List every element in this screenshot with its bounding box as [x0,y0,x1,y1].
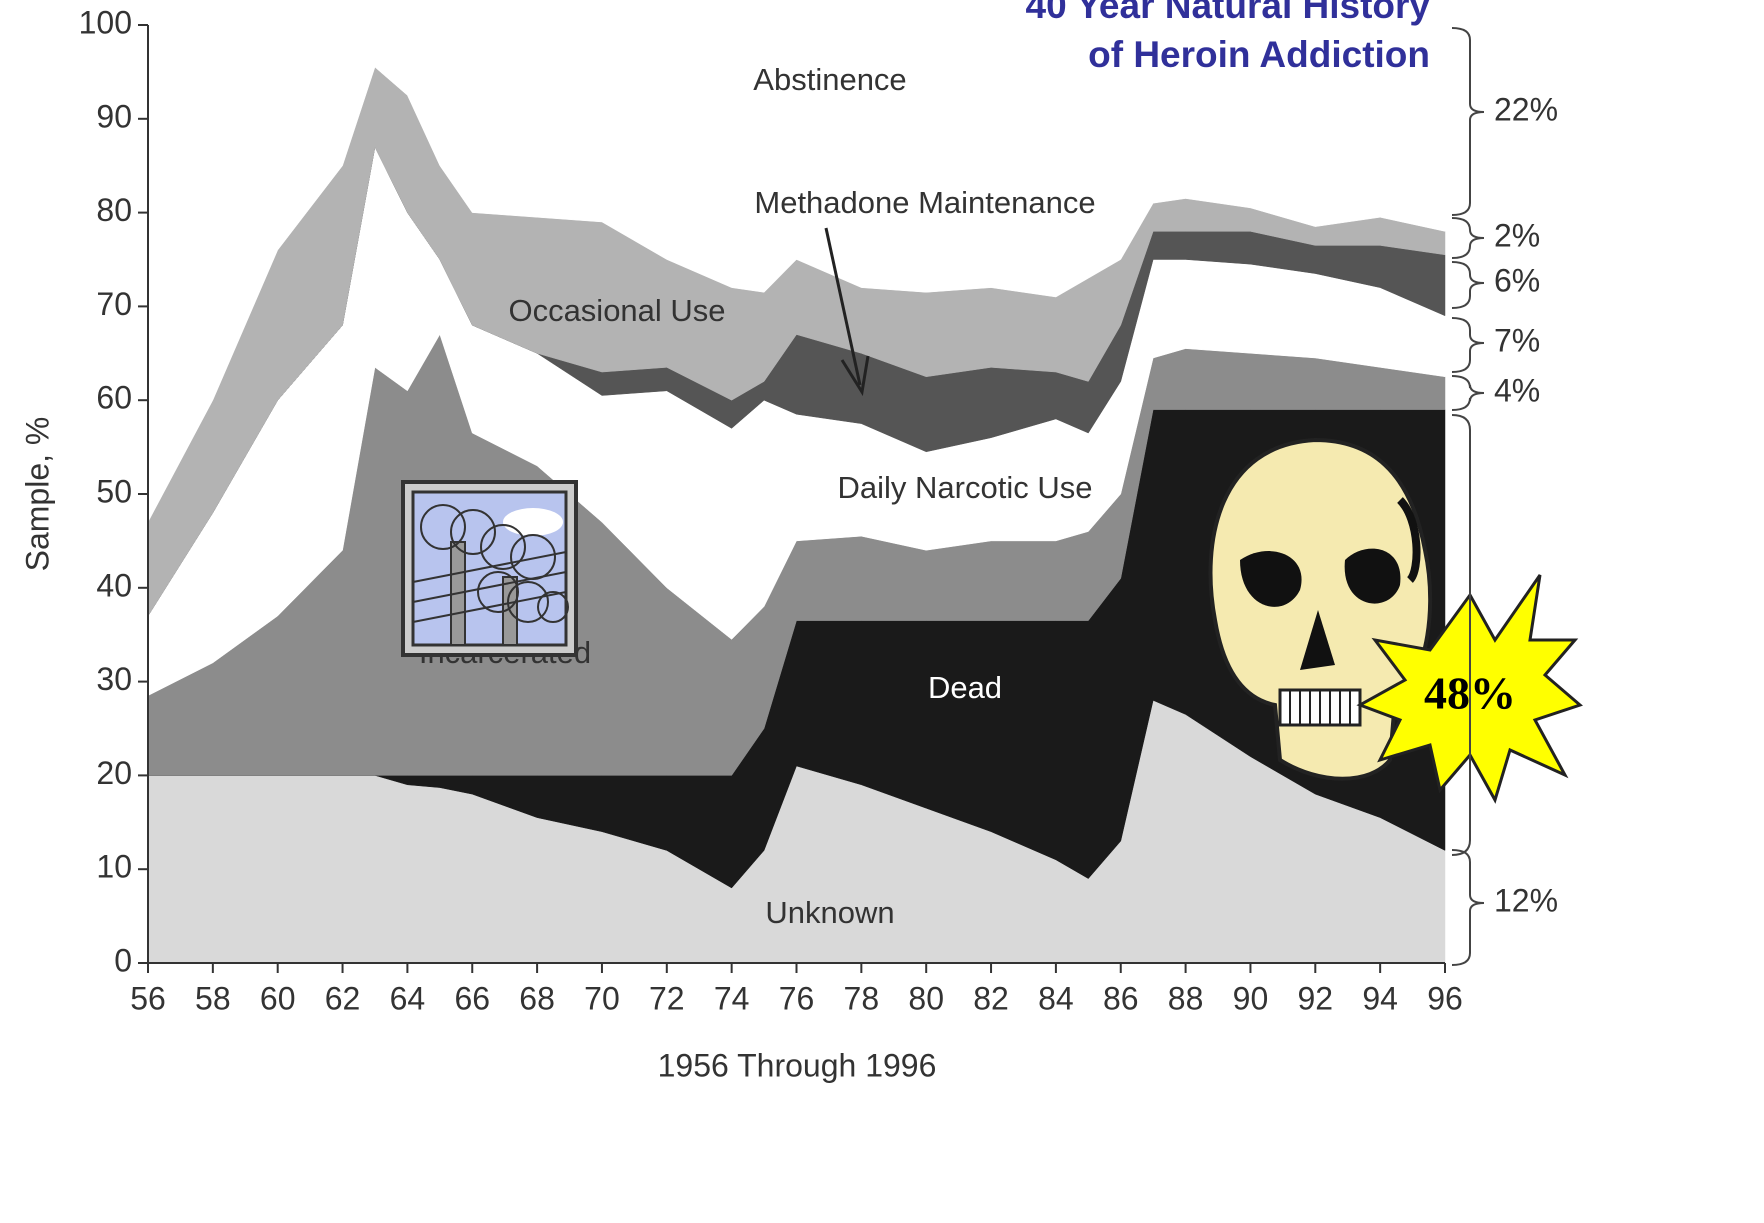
x-tick-label: 58 [195,980,231,1016]
area [147,24,1446,523]
x-tick-label: 74 [714,980,750,1016]
x-tick-label: 88 [1168,980,1204,1016]
right-label: 12% [1494,882,1558,918]
brace [1451,849,1485,966]
y-tick-label: 60 [96,380,132,416]
series-label: Unknown [765,895,894,930]
y-tick-label: 90 [96,98,132,134]
brace [1451,261,1485,309]
y-tick-label: 50 [96,473,132,509]
x-tick-label: 80 [908,980,944,1016]
y-tick-label: 40 [96,567,132,603]
right-label: 7% [1494,322,1540,358]
chart-subtitle: of Heroin Addiction [1088,34,1430,75]
chart-title: 40 Year Natural History [1026,0,1431,26]
x-tick-label: 60 [260,980,296,1016]
right-label: 22% [1494,91,1558,127]
arrow-head [840,355,870,397]
series-label: Daily Narcotic Use [838,470,1093,505]
series-label: Methadone Maintenance [754,185,1095,220]
x-tick-label: 84 [1038,980,1074,1016]
y-axis-label: Sample, % [19,417,55,572]
y-tick-label: 70 [96,286,132,322]
right-label: 2% [1494,217,1540,253]
y-tick-label: 0 [114,942,132,978]
x-tick-label: 96 [1427,980,1463,1016]
brace [1451,317,1485,373]
series-label: Dead [928,670,1002,705]
x-tick-label: 76 [779,980,815,1016]
skull-icon [1208,437,1433,781]
x-tick-label: 70 [584,980,620,1016]
brace [1451,414,1471,856]
x-tick-label: 72 [649,980,685,1016]
brace [1451,217,1485,259]
x-tick-label: 64 [390,980,426,1016]
series-label: Abstinence [753,62,906,97]
overlay: 48% [401,437,1583,804]
x-tick-label: 78 [844,980,880,1016]
areas: UnknownDeadIncarceratedDaily Narcotic Us… [147,24,1446,964]
y-tick-label: 80 [96,192,132,228]
right-label: 6% [1494,262,1540,298]
y-tick-label: 100 [79,4,132,40]
x-tick-label: 82 [973,980,1009,1016]
prison-icon [401,480,578,657]
y-tick-label: 20 [96,755,132,791]
x-tick-label: 94 [1362,980,1398,1016]
frame: 0 10 20 30 40 50 60 70 80 90 100 56 58 60 62 64 66 68 70 72… [19,0,1558,1083]
y-tick-label: 30 [96,661,132,697]
x-tick-label: 90 [1233,980,1269,1016]
series-label: Occasional Use [508,293,725,328]
x-tick-label: 62 [325,980,361,1016]
brace [1451,375,1485,411]
x-tick-label: 66 [454,980,490,1016]
x-tick-label: 92 [1298,980,1334,1016]
x-tick-label: 86 [1103,980,1139,1016]
x-tick-label: 68 [519,980,555,1016]
x-axis-label: 1956 Through 1996 [658,1047,937,1083]
y-tick-label: 10 [96,849,132,885]
x-tick-label: 56 [130,980,166,1016]
right-label: 4% [1494,372,1540,408]
arrow [824,227,862,386]
brace [1451,27,1485,216]
